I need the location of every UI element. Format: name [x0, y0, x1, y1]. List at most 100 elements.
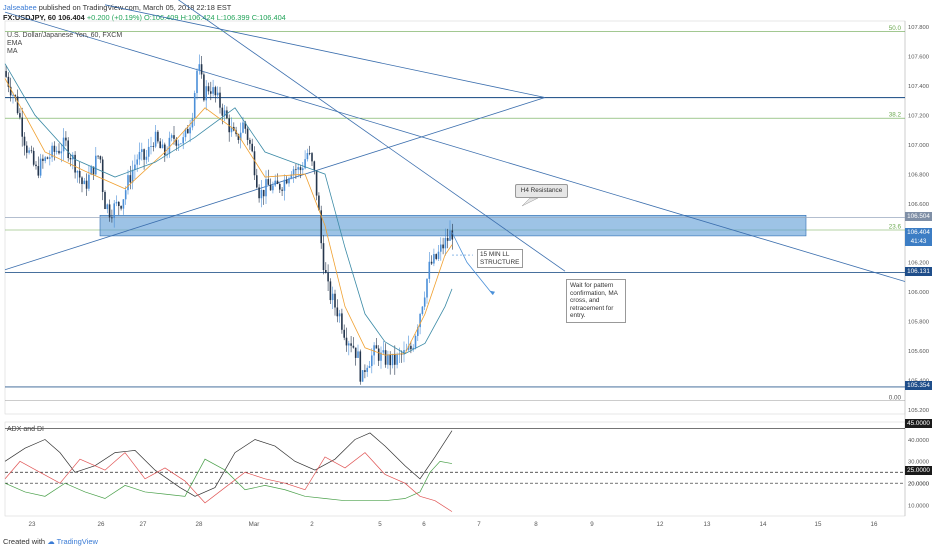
candle-body [246, 128, 249, 140]
adx-legend[interactable]: ADX and DI [7, 426, 44, 433]
candle-body [419, 313, 421, 328]
candle-body [196, 70, 198, 94]
x-tick-label: 9 [590, 521, 594, 528]
candle-body [7, 76, 10, 87]
candle-body [311, 153, 313, 162]
candle-body [253, 151, 256, 176]
candle-body [435, 254, 437, 259]
ema-line [4, 78, 453, 356]
h4-resistance-note[interactable]: H4 Resistance [515, 184, 568, 198]
candle-body [269, 184, 272, 191]
candle-body [207, 86, 210, 92]
candle-body [304, 159, 306, 169]
candle-body [281, 189, 283, 191]
candle-body [265, 179, 267, 197]
candle-body [157, 131, 159, 142]
candle-body [184, 128, 187, 138]
y-tick-label: 105.800 [908, 320, 929, 326]
candle-body [285, 179, 288, 184]
footer-brand[interactable]: TradingView [56, 537, 98, 546]
candle-body [329, 281, 332, 301]
ma-legend[interactable]: MA [7, 48, 18, 55]
candle-body [95, 155, 97, 175]
candle-body [387, 354, 389, 365]
candle-body [412, 347, 414, 350]
x-tick-label: 12 [657, 521, 664, 528]
candle-body [212, 87, 214, 94]
candle-body [12, 95, 14, 96]
candle-body [51, 145, 53, 158]
candle-body [389, 354, 391, 366]
fib-level-label: 0.00 [889, 394, 902, 401]
adx-25-tag: 25.0000 [905, 466, 932, 475]
candle-body [9, 86, 12, 96]
candle-body [78, 170, 81, 178]
adx-y-tick-label: 10.0000 [908, 503, 929, 509]
candle-body [210, 91, 212, 94]
candle-body [154, 131, 157, 147]
candle-body [187, 128, 189, 134]
candle-body [444, 237, 447, 249]
candle-body [99, 156, 102, 160]
candle-body [306, 153, 309, 160]
candle-body [120, 206, 122, 209]
candle-body [375, 345, 378, 349]
candle-body [28, 150, 30, 153]
candle-body [230, 126, 233, 133]
candle-body [350, 343, 352, 346]
x-tick-label: 5 [378, 521, 382, 528]
ema-legend[interactable]: EMA [7, 40, 23, 47]
candle-body [295, 169, 297, 171]
x-tick-label: 27 [140, 521, 147, 528]
y-tick-label: 107.400 [908, 84, 929, 90]
close-value: C:106.404 [251, 13, 286, 22]
mid-level-tag: 106.131 [905, 267, 932, 276]
fib-level-label: 50.0 [889, 25, 902, 32]
candle-body [106, 204, 109, 210]
author-link[interactable]: Jalseabee [3, 3, 37, 12]
candle-body [334, 293, 336, 308]
adx-series-line [4, 458, 453, 502]
last-price-tag: 106.404 [905, 228, 932, 237]
candle-body [371, 355, 373, 367]
candle-body [288, 178, 290, 184]
candle-body [35, 164, 37, 167]
candle-body [242, 122, 244, 133]
candle-body [74, 154, 76, 173]
candle-body [104, 191, 106, 210]
candle-body [32, 150, 35, 165]
candle-body [170, 135, 173, 138]
candle-body [191, 118, 194, 128]
candle-body [258, 187, 260, 199]
structure-note[interactable]: 15 MIN LL STRUCTURE [477, 249, 523, 268]
adx-series-line [4, 430, 453, 497]
high-value: H:106.424 [180, 13, 215, 22]
candle-body [391, 353, 394, 366]
candle-body [368, 366, 371, 368]
candle-body [237, 134, 240, 141]
candle-body [42, 158, 44, 161]
y-tick-label: 106.200 [908, 261, 929, 267]
symbol-label: FX:USDJPY, 60 [3, 13, 56, 22]
candle-body [308, 153, 311, 154]
x-tick-label: 8 [534, 521, 538, 528]
candle-body [90, 166, 92, 175]
y-tick-label: 105.200 [908, 408, 929, 414]
wait-note[interactable]: Wait for pattern confirmation, MA cross,… [566, 279, 626, 323]
candle-body [53, 145, 56, 152]
candle-body [205, 86, 207, 101]
candle-body [341, 313, 343, 330]
candle-body [26, 145, 28, 153]
candle-body [403, 350, 405, 355]
candle-body [297, 167, 299, 170]
candle-body [44, 157, 46, 161]
candle-body [440, 244, 442, 252]
candle-body [115, 201, 118, 204]
candle-body [226, 110, 228, 119]
candle-body [131, 169, 134, 183]
candle-body [67, 140, 69, 158]
candle-body [414, 335, 417, 348]
candle-body [83, 180, 86, 185]
candle-body [426, 278, 428, 298]
